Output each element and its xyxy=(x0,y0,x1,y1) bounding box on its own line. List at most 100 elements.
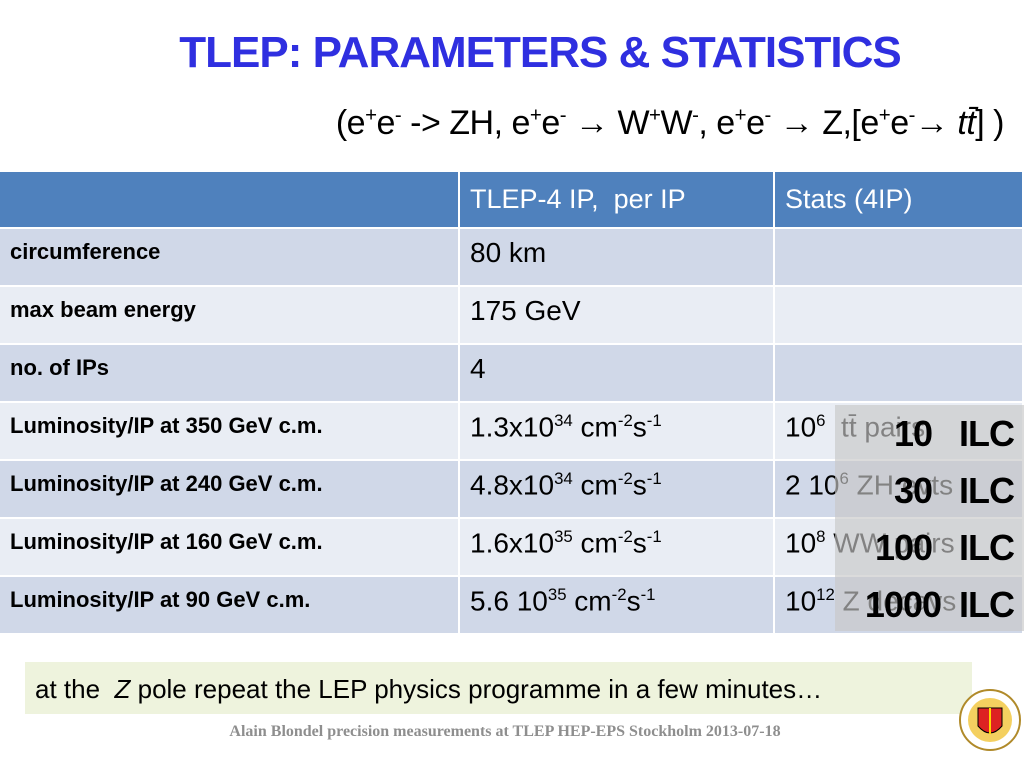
text-run: 5.6 10 xyxy=(470,585,548,617)
superscript: + xyxy=(365,104,377,127)
table-cell: circumference xyxy=(0,229,460,287)
logo xyxy=(959,689,1021,751)
overlay-label: 10 ILC xyxy=(893,413,1015,454)
table-cell: max beam energy xyxy=(0,287,460,345)
text-run: s xyxy=(626,585,641,617)
text-run: cm xyxy=(572,411,618,443)
text-run: 80 km xyxy=(470,237,547,268)
text-run: , e xyxy=(698,104,735,142)
text-run: tt̄ xyxy=(957,104,976,142)
table-cell: Luminosity/IP at 90 GeV c.m. xyxy=(0,577,460,635)
text-run: max beam energy xyxy=(10,297,196,322)
text-run: -> ZH, e xyxy=(401,104,530,142)
superscript: -2 xyxy=(617,411,633,430)
superscript: -2 xyxy=(611,585,627,604)
text-run: → xyxy=(914,104,958,142)
text-run: e xyxy=(541,104,560,142)
table-cell xyxy=(775,287,1024,345)
table-row: max beam energy 175 GeV xyxy=(0,287,1024,345)
superscript: - xyxy=(394,104,402,127)
text-run: Z xyxy=(114,674,131,704)
superscript: 34 xyxy=(554,469,573,488)
text-run: 4 xyxy=(470,353,486,384)
superscript: -1 xyxy=(646,527,662,546)
text-run: 10 xyxy=(785,585,817,617)
superscript: + xyxy=(734,104,747,127)
table-cell: Luminosity/IP at 350 GeV c.m. xyxy=(0,403,460,461)
table-row: no. of IPs 4 xyxy=(0,345,1024,403)
header-cell: Stats (4IP) xyxy=(775,172,1024,229)
table-cell: Luminosity/IP at 160 GeV c.m. xyxy=(0,519,460,577)
text-run: ] ) xyxy=(975,104,1004,142)
header-row: TLEP-4 IP, per IP Stats (4IP) xyxy=(0,172,1024,229)
table-cell: 1.6x1035 cm-2s-1 xyxy=(460,519,775,577)
text-run: e xyxy=(890,104,909,142)
superscript: + xyxy=(529,104,542,127)
text-run: cm xyxy=(572,527,618,559)
text-run: 10 xyxy=(785,527,817,559)
footer: Alain Blondel precision measurements at … xyxy=(229,723,781,740)
text-run: cm xyxy=(566,585,612,617)
superscript: - xyxy=(764,104,772,127)
superscript: 34 xyxy=(554,411,573,430)
text-run: pole repeat the LEP physics programme in… xyxy=(130,674,823,704)
header-cell xyxy=(0,172,460,229)
overlay: 10 ILC 30 ILC 100 ILC 1000 ILC xyxy=(835,405,1024,631)
table-cell: 80 km xyxy=(460,229,775,287)
note: at the Z pole repeat the LEP physics pro… xyxy=(25,662,972,714)
text-run: Luminosity/IP at 90 GeV c.m. xyxy=(10,587,311,612)
table-cell: 175 GeV xyxy=(460,287,775,345)
superscript: - xyxy=(908,104,916,127)
text-run: at the xyxy=(35,674,115,704)
table-cell: 1.3x1034 cm-2s-1 xyxy=(460,403,775,461)
text-run: circumference xyxy=(10,239,161,264)
text-run: no. of IPs xyxy=(10,355,109,380)
superscript: -1 xyxy=(640,585,656,604)
text-run: W xyxy=(660,104,693,142)
overlay-label: 100 ILC xyxy=(874,527,1015,568)
table-cell: 4.8x1034 cm-2s-1 xyxy=(460,461,775,519)
table-cell: 5.6 1035 cm-2s-1 xyxy=(460,577,775,635)
superscript: 35 xyxy=(547,585,567,604)
text-run: 2 10 xyxy=(785,469,840,501)
text-run: Luminosity/IP at 240 GeV c.m. xyxy=(10,471,323,496)
text-run: s xyxy=(632,469,647,501)
superscript: - xyxy=(559,104,567,127)
superscript: 6 xyxy=(816,411,826,430)
superscript: -1 xyxy=(646,411,662,430)
table-cell xyxy=(775,229,1024,287)
title: TLEP: PARAMETERS & STATISTICS xyxy=(179,28,901,77)
text-run: 1.3x10 xyxy=(470,411,555,443)
text-run: 1.6x10 xyxy=(470,527,555,559)
overlay-label: 1000 ILC xyxy=(864,584,1015,625)
text-run: s xyxy=(632,411,647,443)
text-run: → Z,[e xyxy=(770,104,880,142)
table-row: circumference 80 km xyxy=(0,229,1024,287)
text-run: (e xyxy=(335,104,366,142)
superscript: 35 xyxy=(554,527,573,546)
text-run: 4.8x10 xyxy=(470,469,555,501)
superscript: -2 xyxy=(617,469,633,488)
table-cell: no. of IPs xyxy=(0,345,460,403)
text-run: e xyxy=(376,104,396,142)
text-run: 10 xyxy=(785,411,817,443)
subtitle: (e+e- -> ZH, e+e- → W+W-, e+e- → Z,[e+e-… xyxy=(40,104,1020,143)
table-cell: 4 xyxy=(460,345,775,403)
superscript: 8 xyxy=(816,527,826,546)
table-cell: Luminosity/IP at 240 GeV c.m. xyxy=(0,461,460,519)
superscript: - xyxy=(692,104,699,127)
header-cell: TLEP-4 IP, per IP xyxy=(460,172,775,229)
text-run: → W xyxy=(566,104,650,142)
superscript: + xyxy=(878,104,891,127)
superscript: -1 xyxy=(646,469,662,488)
text-run: Luminosity/IP at 160 GeV c.m. xyxy=(10,529,323,554)
superscript: -2 xyxy=(617,527,633,546)
superscript: + xyxy=(649,104,661,127)
text-run: e xyxy=(746,104,765,142)
text-run: cm xyxy=(572,469,618,501)
superscript: 12 xyxy=(816,585,835,604)
text-run: 175 GeV xyxy=(470,295,581,326)
text-run: s xyxy=(632,527,647,559)
text-run: Luminosity/IP at 350 GeV c.m. xyxy=(10,413,323,438)
